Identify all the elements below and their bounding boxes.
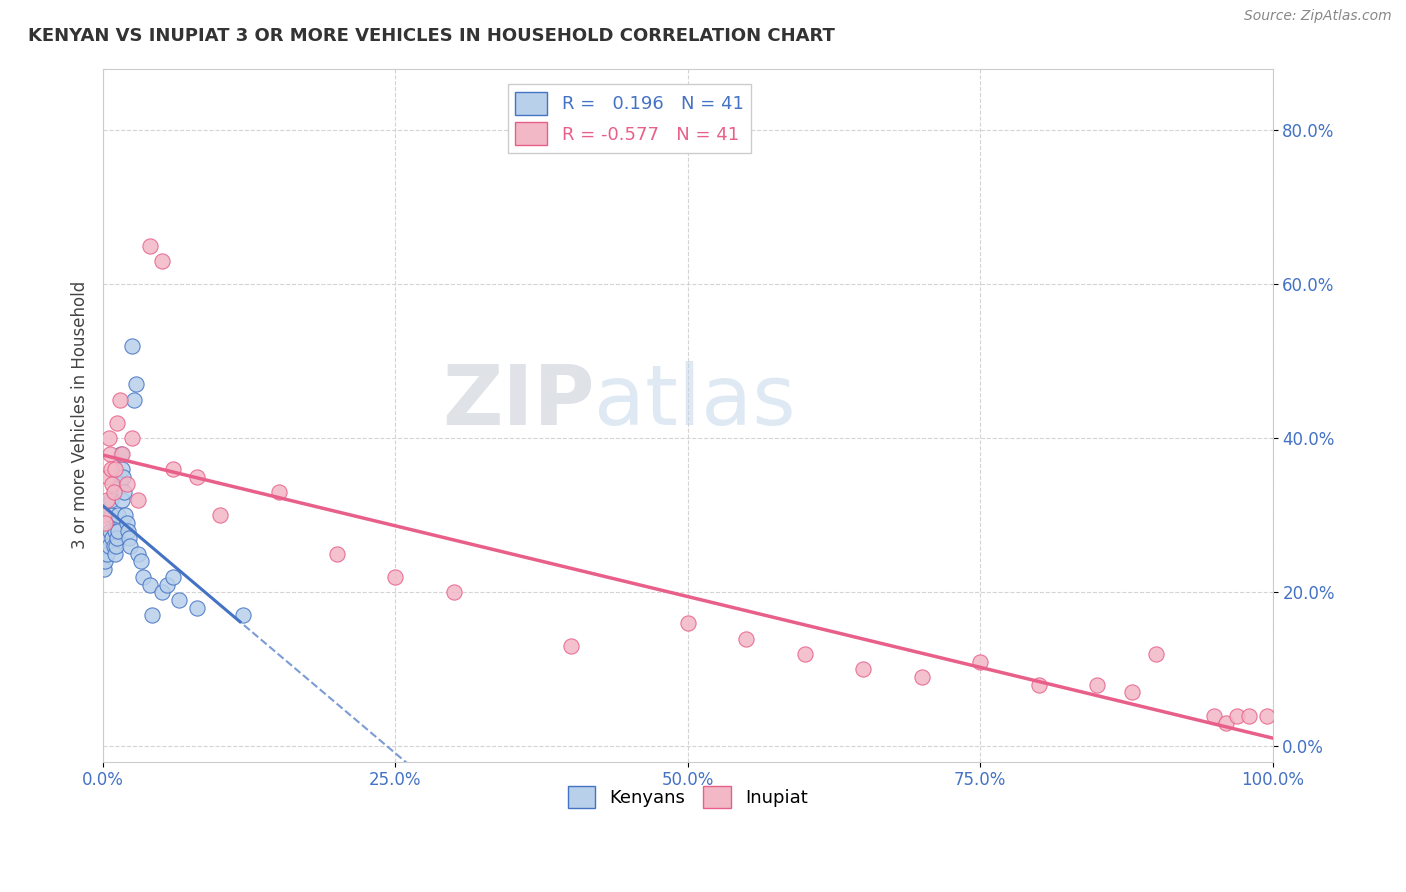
Point (100, 462, 122, 476)
Point (114, 508, 136, 523)
Point (162, 570, 184, 584)
Point (1085, 678, 1108, 692)
Point (150, 254, 173, 268)
Point (443, 585, 465, 599)
Point (560, 639, 582, 653)
Point (186, 600, 208, 615)
Point (852, 662, 875, 676)
Point (111, 492, 134, 507)
Point (1202, 708, 1225, 723)
Point (150, 585, 173, 599)
Point (110, 447, 132, 461)
Point (100, 492, 122, 507)
Point (101, 532, 124, 546)
Point (112, 485, 135, 500)
Point (93, 508, 115, 523)
Point (793, 647, 815, 661)
Point (105, 532, 128, 546)
Point (1144, 647, 1167, 661)
Point (676, 616, 699, 631)
Point (267, 485, 290, 500)
Point (209, 508, 232, 523)
Point (97, 532, 120, 546)
Point (911, 670, 934, 684)
Point (1256, 708, 1278, 723)
Point (108, 392, 131, 407)
Point (108, 477, 131, 491)
Point (121, 339, 143, 353)
Point (111, 447, 134, 461)
Point (1121, 685, 1143, 699)
Point (384, 570, 406, 584)
Point (167, 593, 190, 607)
Point (104, 462, 127, 476)
Point (97, 469, 120, 483)
Point (107, 524, 129, 538)
Point (115, 516, 138, 530)
Point (141, 608, 163, 623)
Point (98, 431, 121, 445)
Point (735, 632, 758, 646)
Point (162, 462, 184, 476)
Text: Source: ZipAtlas.com: Source: ZipAtlas.com (1244, 9, 1392, 23)
Point (156, 577, 179, 591)
Point (104, 539, 127, 553)
Point (103, 539, 125, 553)
Point (969, 655, 991, 669)
Point (93, 562, 115, 576)
Point (326, 547, 349, 561)
Point (186, 469, 208, 483)
Point (96, 492, 118, 507)
Point (132, 570, 155, 584)
Legend: Kenyans, Inupiat: Kenyans, Inupiat (561, 779, 815, 815)
Point (117, 524, 139, 538)
Point (121, 431, 143, 445)
Point (105, 416, 128, 430)
Point (103, 485, 125, 500)
Point (232, 608, 254, 623)
Point (101, 477, 124, 491)
Point (127, 492, 149, 507)
Point (96, 547, 118, 561)
Point (100, 508, 122, 523)
Point (98, 524, 121, 538)
Text: ZIP: ZIP (441, 360, 595, 442)
Point (104, 547, 127, 561)
Point (111, 469, 134, 483)
Point (139, 577, 162, 591)
Point (107, 508, 129, 523)
Point (94, 554, 117, 568)
Point (1237, 708, 1260, 723)
Text: atlas: atlas (595, 360, 796, 442)
Point (98, 539, 121, 553)
Point (127, 547, 149, 561)
Point (94, 516, 117, 530)
Point (118, 532, 141, 546)
Point (1028, 678, 1050, 692)
Point (122, 392, 145, 407)
Point (129, 554, 152, 568)
Text: KENYAN VS INUPIAT 3 OR MORE VEHICLES IN HOUSEHOLD CORRELATION CHART: KENYAN VS INUPIAT 3 OR MORE VEHICLES IN … (28, 27, 835, 45)
Point (104, 524, 127, 538)
Point (111, 462, 134, 476)
Point (1226, 708, 1249, 723)
Point (98, 447, 121, 461)
Point (1215, 716, 1237, 731)
Point (118, 539, 141, 553)
Point (125, 377, 148, 392)
Point (115, 477, 138, 491)
Point (139, 238, 162, 252)
Y-axis label: 3 or more Vehicles in Household: 3 or more Vehicles in Household (72, 281, 89, 549)
